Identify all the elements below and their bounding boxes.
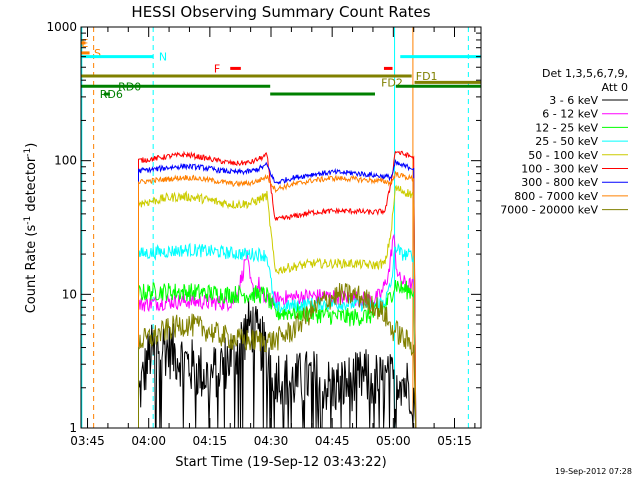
x-tick-label: 04:30 bbox=[254, 434, 289, 448]
flag-label-s: S bbox=[94, 47, 101, 60]
flag-label-rd0: RD0 bbox=[118, 80, 141, 93]
y-axis-label: Count Rate (s-1 detector-1) bbox=[23, 143, 39, 314]
series-line-8 bbox=[138, 282, 417, 428]
series-line-6 bbox=[138, 158, 417, 428]
flag-label-f: F bbox=[214, 62, 220, 75]
plot-frame bbox=[80, 26, 482, 429]
series-line-7 bbox=[138, 170, 417, 428]
legend-label-5: 100 - 300 keV bbox=[521, 163, 598, 176]
legend-header-line-2: Att 0 bbox=[602, 81, 628, 94]
series-line-0 bbox=[138, 298, 417, 428]
mode-marker-lines bbox=[81, 27, 469, 428]
x-tick-label: 05:15 bbox=[437, 434, 472, 448]
x-axis-label: Start Time (19-Sep-12 03:43:22) bbox=[175, 455, 386, 470]
flag-label-e: E bbox=[81, 37, 88, 50]
flag-label-rd6: RD6 bbox=[100, 88, 123, 101]
x-tick-label: 03:45 bbox=[70, 434, 105, 448]
footer-timestamp: 19-Sep-2012 07:28 bbox=[555, 467, 632, 476]
y-tick-label: 10 bbox=[62, 287, 77, 301]
legend-label-7: 800 - 7000 keV bbox=[514, 190, 598, 203]
flag-label-n: N bbox=[159, 51, 167, 64]
y-tick-label: 100 bbox=[54, 154, 77, 168]
legend-label-0: 3 - 6 keV bbox=[549, 94, 598, 107]
x-tick-label: 04:15 bbox=[193, 434, 228, 448]
series-line-5 bbox=[138, 150, 417, 428]
legend-label-8: 7000 - 20000 keV bbox=[500, 204, 598, 217]
y-tick-label: 1 bbox=[69, 421, 77, 435]
y-tick-label: 1000 bbox=[46, 20, 77, 34]
x-tick-label: 04:00 bbox=[131, 434, 166, 448]
flag-label-fd1: FD1 bbox=[416, 70, 438, 83]
legend-header-line-1: Det 1,3,5,6,7,9, bbox=[542, 67, 628, 80]
series-layer bbox=[138, 150, 417, 428]
x-tick-label: 05:00 bbox=[376, 434, 411, 448]
legend-label-4: 50 - 100 keV bbox=[528, 149, 598, 162]
legend-label-3: 25 - 50 keV bbox=[535, 135, 598, 148]
legend-label-6: 300 - 800 keV bbox=[521, 176, 598, 189]
legend-label-1: 6 - 12 keV bbox=[542, 108, 598, 121]
legend-label-2: 12 - 25 keV bbox=[535, 121, 598, 134]
y-axis: 1 10 100 1000 bbox=[46, 20, 481, 435]
x-axis: 03:45 04:00 04:15 04:30 04:45 05:00 05:15 bbox=[70, 27, 476, 448]
x-tick-label: 04:45 bbox=[315, 434, 350, 448]
series-line-4 bbox=[138, 184, 417, 428]
chart-title: HESSI Observing Summary Count Rates bbox=[131, 3, 430, 21]
